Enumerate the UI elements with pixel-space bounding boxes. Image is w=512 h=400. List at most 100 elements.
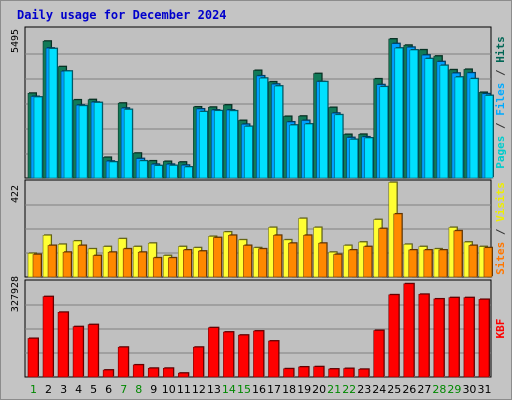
bar-sites-day-21: [333, 254, 342, 278]
day-label: 26: [402, 383, 416, 396]
day-label: 25: [387, 383, 401, 396]
bar-kbf-day-8: [132, 364, 144, 378]
day-label: 8: [135, 383, 142, 396]
day-label: 6: [105, 383, 112, 396]
day-label: 21: [327, 383, 341, 396]
bar-pages-day-30: [469, 78, 479, 179]
max-label: 422: [10, 185, 21, 203]
bar-sites-day-15: [243, 245, 252, 278]
bar-pages-day-8: [138, 160, 148, 179]
bar-pages-day-7: [123, 109, 133, 179]
bar-sites-day-16: [258, 248, 267, 278]
bar-kbf-day-3: [57, 311, 69, 378]
bar-pages-day-3: [63, 70, 73, 179]
bar-sites-day-12: [198, 250, 207, 278]
bar-pages-day-4: [78, 105, 88, 179]
bar-kbf-day-20: [313, 366, 324, 378]
day-label: 4: [75, 383, 82, 396]
legend-entry: /: [494, 116, 507, 136]
bar-kbf-day-22: [343, 368, 354, 378]
bar-kbf-day-6: [102, 369, 114, 378]
legend-entry: Pages: [494, 136, 507, 169]
bar-sites-day-25: [393, 213, 403, 278]
bar-pages-day-17: [274, 85, 283, 179]
bar-pages-day-31: [484, 95, 494, 179]
bar-sites-day-9: [152, 257, 162, 278]
bar-pages-day-11: [184, 166, 193, 179]
bar-sites-day-22: [348, 249, 357, 278]
day-label: 30: [462, 383, 476, 396]
bar-sites-day-29: [453, 230, 463, 278]
bar-sites-day-19: [303, 235, 312, 278]
bar-sites-day-17: [273, 235, 282, 278]
bar-sites-day-7: [122, 248, 132, 278]
day-label: 15: [237, 383, 251, 396]
bar-pages-day-14: [229, 110, 238, 179]
bar-pages-day-1: [33, 96, 43, 179]
legend-entry: Sites: [494, 242, 507, 275]
bar-sites-day-24: [378, 228, 388, 278]
day-label: 7: [120, 383, 127, 396]
bar-sites-day-18: [288, 242, 297, 278]
bar-sites-day-31: [483, 247, 493, 278]
panel-middle: 422 Sites / Visits: [10, 179, 507, 278]
day-label: 23: [357, 383, 371, 396]
bar-pages-day-16: [259, 77, 268, 179]
bar-pages-day-12: [199, 111, 208, 179]
day-label: 27: [417, 383, 431, 396]
legend-entry: Visits: [494, 182, 507, 222]
legend-entry: Files: [494, 83, 507, 116]
bar-kbf-day-23: [358, 368, 370, 378]
bar-kbf-day-16: [253, 330, 264, 378]
bar-pages-day-21: [334, 114, 343, 179]
bar-sites-day-6: [107, 251, 117, 278]
legend: KBF: [494, 319, 507, 339]
bar-pages-day-23: [364, 137, 374, 179]
legend-entry: Hits: [494, 36, 507, 63]
day-label: 5: [90, 383, 97, 396]
day-label: 28: [432, 383, 446, 396]
bar-sites-day-4: [77, 245, 87, 278]
bar-sites-day-3: [62, 251, 72, 278]
max-label: 5495: [10, 29, 21, 53]
day-label: 12: [192, 383, 206, 396]
max-label: 327928: [10, 276, 21, 312]
chart-title: Daily usage for December 2024: [17, 8, 227, 22]
bar-kbf-day-17: [268, 340, 279, 378]
day-label: 29: [447, 383, 461, 396]
bar-sites-day-20: [318, 242, 327, 278]
bar-kbf-day-2: [42, 296, 54, 378]
bar-pages-day-29: [454, 76, 464, 179]
day-label: 14: [222, 383, 236, 396]
bar-sites-day-27: [423, 249, 433, 278]
bar-kbf-day-11: [178, 372, 189, 378]
bar-kbf-day-5: [87, 324, 99, 378]
day-label: 3: [60, 383, 67, 396]
bar-kbf-day-30: [463, 297, 475, 378]
bar-pages-day-9: [153, 165, 163, 179]
bar-sites-day-26: [408, 249, 418, 278]
bar-sites-day-8: [137, 251, 147, 278]
bar-pages-day-22: [349, 139, 358, 179]
legend: Sites / Visits: [494, 182, 507, 275]
bar-kbf-day-27: [418, 294, 430, 378]
bar-kbf-day-31: [478, 299, 490, 378]
day-label: 11: [177, 383, 191, 396]
bar-kbf-day-9: [147, 367, 159, 378]
bar-kbf-day-4: [72, 326, 84, 378]
bar-sites-day-5: [92, 255, 102, 278]
day-label: 9: [150, 383, 157, 396]
day-label: 31: [477, 383, 491, 396]
day-label: 1: [30, 383, 37, 396]
day-label: 2: [45, 383, 52, 396]
bar-pages-day-19: [304, 123, 313, 179]
panel-top: 5495 Pages / Files / Hits: [10, 26, 507, 179]
bar-kbf-day-15: [238, 334, 249, 378]
bar-kbf-day-25: [388, 294, 400, 378]
day-label: 19: [297, 383, 311, 396]
bar-pages-day-6: [108, 161, 118, 179]
bar-sites-day-23: [363, 246, 373, 278]
bar-pages-day-26: [409, 49, 419, 179]
bar-kbf-day-7: [117, 346, 129, 378]
